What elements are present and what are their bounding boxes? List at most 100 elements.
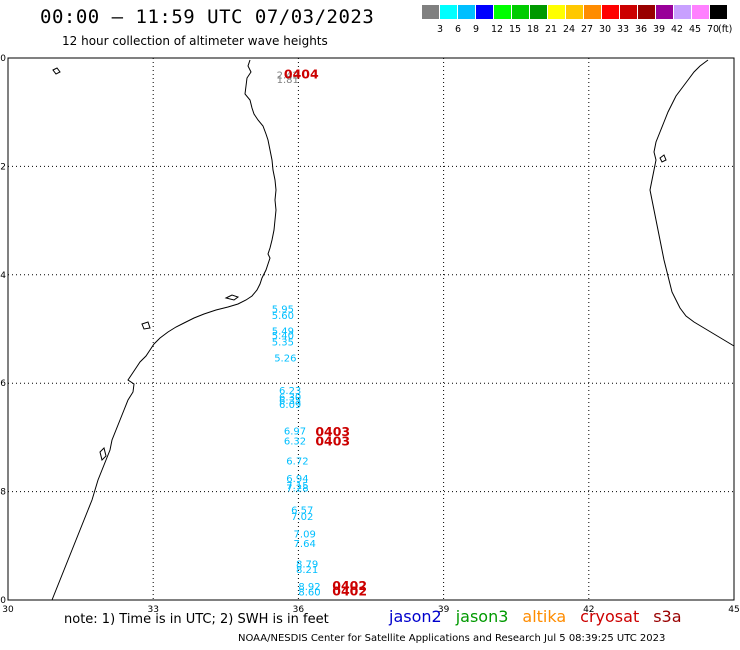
lat-lon-grid: 30 33 36 39 42 45 -20 -22 -24 -26 -28 -30 (0, 54, 740, 615)
legend-swatch (440, 5, 458, 19)
africa-coastline (51, 59, 277, 601)
lon-tick-label: 42 (583, 605, 594, 615)
legend-label: 33 (617, 24, 630, 35)
wave-height-label: 6.23 (279, 386, 301, 397)
legend-label: 30 (599, 24, 612, 35)
legend-swatch (458, 5, 476, 19)
legend-label: 70 (707, 24, 720, 35)
pass-number-label: 0404 (284, 67, 319, 82)
legend-swatch (710, 5, 728, 19)
island-coast-a (224, 294, 240, 301)
legend-label: 36 (635, 24, 648, 35)
wave-height-label: 5.49 (272, 326, 294, 337)
wave-height-label: 5.35 (272, 337, 294, 348)
legend-swatch (512, 5, 530, 19)
pass-number-label: 0402 (332, 584, 367, 599)
legend-swatch (494, 5, 512, 19)
pass-number-label: 0403 (315, 434, 350, 449)
wave-height-label: 6.57 (291, 505, 313, 516)
wave-height-label: 6.30 (279, 393, 301, 404)
footer-note: note: 1) Time is in UTC; 2) SWH is in fe… (64, 612, 329, 627)
mission-name: s3a (653, 607, 682, 626)
wave-height-label: 6.35 (279, 396, 301, 407)
mission-name: jason2 (389, 607, 442, 626)
wave-height-label: 6.32 (284, 436, 306, 447)
wave-height-label: 5.60 (272, 311, 294, 322)
legend-label: 12 (491, 24, 504, 35)
page-title: 00:00 – 11:59 UTC 07/03/2023 (40, 6, 375, 28)
lon-tick-label: 45 (728, 605, 739, 615)
wave-height-observations: 2.421.81 5.955.60 5.495.405.35 5.26 6.236.30… (272, 71, 321, 599)
wave-height-label: 7.64 (294, 539, 316, 550)
wave-height-label: 7.28 (286, 484, 308, 495)
lat-tick-label: -28 (0, 488, 6, 498)
wave-height-label: 8.21 (296, 565, 318, 576)
wave-height-label: 6.72 (286, 457, 308, 468)
legend-swatch (566, 5, 584, 19)
legend-swatch (422, 5, 440, 19)
lat-tick-label: -26 (0, 379, 6, 389)
legend-label: 24 (563, 24, 576, 35)
wave-height-label: 5.40 (272, 331, 294, 342)
lat-tick-label: -20 (0, 54, 6, 64)
island-west (52, 67, 61, 75)
legend-swatch (584, 5, 602, 19)
pass-number-label: 0402 (332, 578, 367, 593)
legend-swatch (530, 5, 548, 19)
coastline (51, 59, 735, 601)
credit-line: NOAA/NESDIS Center for Satellite Applica… (238, 633, 666, 644)
wave-height-label: 8.60 (298, 588, 320, 599)
island-coast-b (141, 321, 151, 330)
wave-height-label: 2.42 (277, 71, 299, 82)
legend-swatch (602, 5, 620, 19)
legend-swatch (548, 5, 566, 19)
legend-label: 9 (473, 24, 480, 35)
lat-tick-label: -30 (0, 596, 6, 606)
lon-tick-label: 39 (438, 605, 450, 615)
page-subtitle: 12 hour collection of altimeter wave hei… (62, 34, 328, 48)
pass-number-label: 0403 (315, 424, 350, 439)
island-coast-d (659, 154, 667, 163)
lon-tick-label: 30 (2, 605, 14, 615)
wave-height-label: 5.26 (274, 354, 296, 365)
map-frame (7, 57, 735, 601)
mission-name: altika (522, 607, 567, 626)
wave-height-label: 1.81 (277, 75, 299, 86)
mission-legend: jason2 jason3 altika cryosat s3a (389, 607, 696, 626)
legend-label: 3 (437, 24, 444, 35)
legend-label: 6 (455, 24, 462, 35)
legend-swatch (674, 5, 692, 19)
wave-height-label: 7.02 (291, 512, 313, 523)
legend-label: 18 (527, 24, 540, 35)
wave-height-label: 7.15 (286, 481, 308, 492)
wave-height-label: 8.79 (296, 559, 318, 570)
mission-name: cryosat (580, 607, 640, 626)
legend-swatch (638, 5, 656, 19)
mission-name: jason3 (455, 607, 509, 626)
wave-height-label: 5.95 (272, 305, 294, 316)
wave-height-label: 7.09 (294, 530, 316, 541)
lat-tick-label: -22 (0, 162, 6, 172)
legend-swatch (620, 5, 638, 19)
wave-height-label: 8.92 (298, 582, 320, 593)
legend-swatch (476, 5, 494, 19)
legend-label: 27 (581, 24, 594, 35)
madagascar-coastline (649, 59, 735, 347)
legend-label: 45 (689, 24, 702, 35)
legend-swatch (692, 5, 710, 19)
legend-label: 39 (653, 24, 666, 35)
legend-label: 15 (509, 24, 522, 35)
island-coast-c (99, 447, 107, 461)
legend-swatch (656, 5, 674, 19)
legend-unit: (ft) (718, 24, 733, 35)
legend-label: 21 (545, 24, 558, 35)
lon-tick-label: 36 (293, 605, 305, 615)
lat-tick-label: -24 (0, 271, 6, 281)
wave-height-label: 6.94 (286, 474, 308, 485)
lon-tick-label: 33 (147, 605, 158, 615)
legend-label: 42 (671, 24, 684, 35)
wave-height-label: 6.97 (284, 427, 306, 438)
wave-height-label: 6.09 (279, 400, 301, 411)
